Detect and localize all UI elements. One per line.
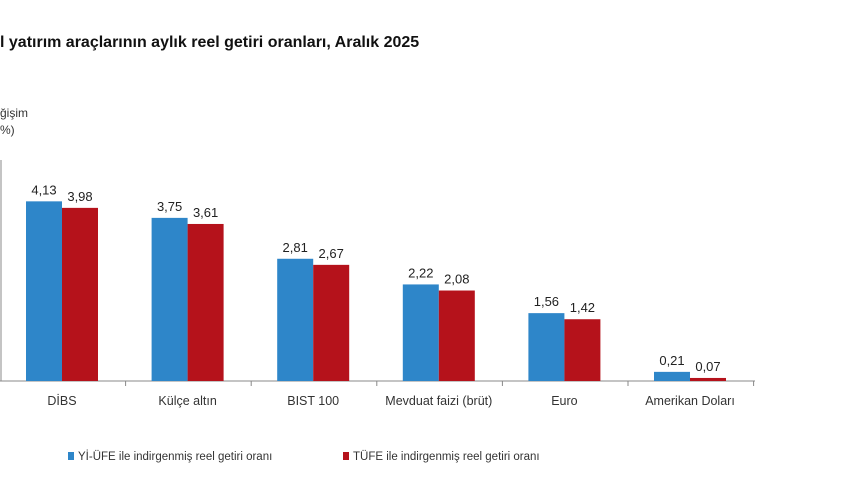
bar-yiufe [402, 284, 439, 381]
x-tick-label: BIST 100 [287, 394, 339, 408]
data-label: 2,08 [444, 272, 469, 287]
legend-swatch [68, 452, 74, 460]
bar-yiufe [26, 201, 62, 381]
legend-swatch [343, 452, 349, 460]
chart-title: l yatırım araçlarının aylık reel getiri … [0, 34, 420, 51]
data-label: 2,67 [319, 246, 344, 261]
data-label: 3,98 [67, 189, 92, 204]
data-label: 3,75 [157, 199, 182, 214]
legend-label: Yİ-ÜFE ile indirgenmiş reel getiri oranı [78, 450, 272, 463]
bar-tufe [438, 290, 475, 381]
data-label: 0,07 [695, 359, 720, 374]
bar-tufe [62, 207, 98, 381]
data-label: 2,81 [283, 240, 308, 255]
bar-yiufe [151, 217, 188, 381]
x-tick-label: Mevduat faizi (brüt) [385, 394, 492, 408]
legend-label: TÜFE ile indirgenmiş reel getiri oranı [353, 451, 540, 463]
data-label: 0,21 [659, 353, 684, 368]
x-tick-label: DİBS [47, 394, 76, 408]
bar-yiufe [528, 313, 565, 381]
data-label: 4,13 [31, 182, 56, 197]
data-label: 2,22 [408, 265, 433, 280]
data-label: 1,42 [570, 300, 595, 315]
bar-tufe [564, 319, 601, 381]
data-label: 3,61 [193, 205, 218, 220]
bar-tufe [313, 264, 350, 381]
bar-tufe [690, 377, 726, 381]
bar-yiufe [654, 371, 690, 381]
bar-yiufe [277, 258, 314, 381]
x-tick-label: Külçe altın [158, 394, 216, 408]
y-axis-label-line-2: %) [0, 123, 15, 137]
x-tick-label: Euro [551, 394, 577, 408]
x-tick-label: Amerikan Doları [645, 394, 735, 408]
bar-tufe [187, 223, 224, 381]
data-label: 1,56 [534, 294, 559, 309]
y-axis-label-line-1: ğişim [0, 106, 29, 120]
